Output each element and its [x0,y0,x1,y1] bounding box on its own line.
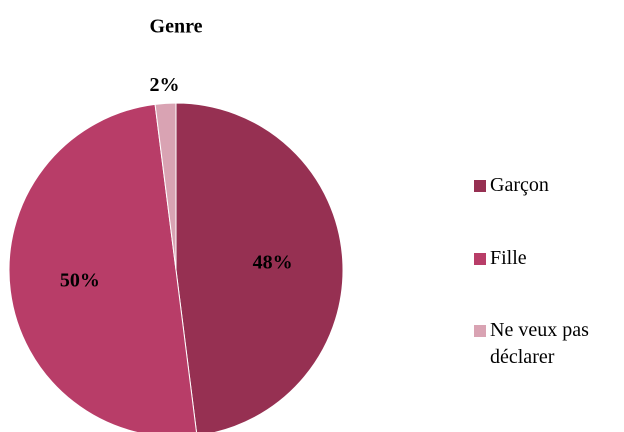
legend-item: Fille [474,245,614,272]
legend-label: Ne veux pas déclarer [490,319,589,368]
legend-swatch [474,325,486,337]
pie-slice [154,102,177,271]
legend-swatch [474,253,486,265]
legend-label: Garçon [490,174,549,196]
legend-swatch [474,180,486,192]
legend-label: Fille [490,247,527,269]
pie-slice [175,102,344,432]
data-label: 48% [253,252,293,274]
legend-item: Garçon [474,172,614,199]
data-label: 50% [60,270,100,292]
pie-slice [8,103,197,432]
data-label: 2% [149,74,179,96]
chart-title: Genre [150,16,203,38]
legend-item: Ne veux pas déclarer [474,317,614,371]
